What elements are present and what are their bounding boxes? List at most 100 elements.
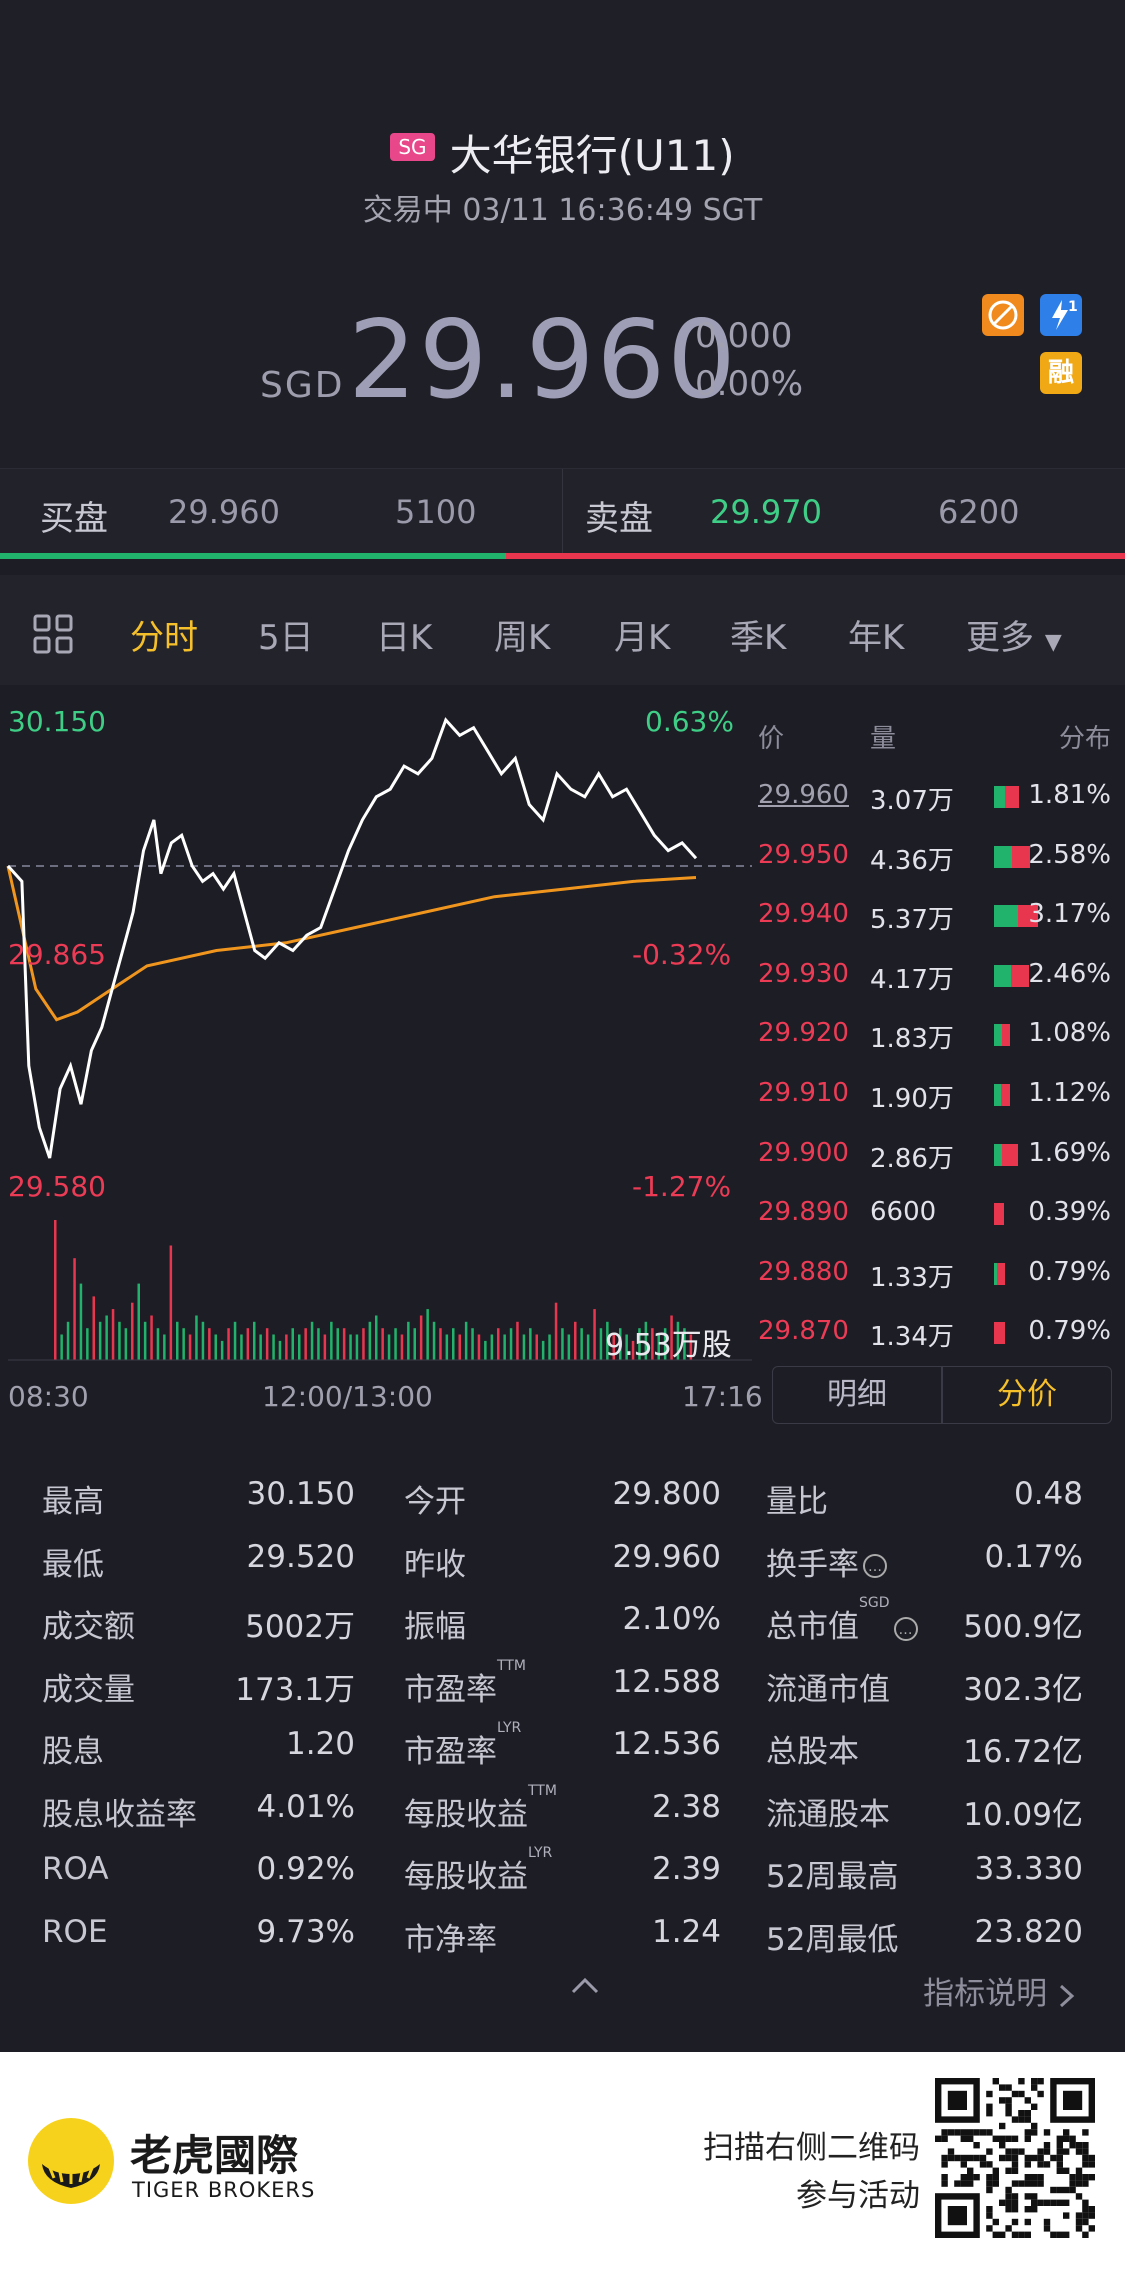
- stat-value: 2.10%: [622, 1601, 721, 1637]
- ob-percent: 2.46%: [1028, 958, 1111, 989]
- qr-module: [992, 2167, 999, 2174]
- volume-bar: [317, 1328, 320, 1360]
- price-toggle[interactable]: 分价: [942, 1366, 1112, 1424]
- tab-weekly[interactable]: 周K: [494, 618, 551, 658]
- volume-bar: [548, 1334, 551, 1360]
- qr-module: [1005, 2135, 1012, 2142]
- tab-more[interactable]: 更多 ▼: [966, 610, 1062, 659]
- qr-module: [986, 2180, 993, 2187]
- detail-toggle[interactable]: 明细: [772, 1366, 942, 1424]
- stat-label: 市净率: [404, 1914, 497, 1959]
- ob-price: 29.930: [758, 958, 849, 989]
- volume-bar: [631, 1340, 635, 1360]
- stat-label-text: ROE: [42, 1913, 108, 1950]
- qr-module: [1069, 2174, 1076, 2181]
- volume-bar: [310, 1321, 314, 1360]
- flash-trade-icon[interactable]: 1: [1040, 294, 1082, 336]
- volume-bar: [593, 1309, 596, 1360]
- volume-bars: [54, 1220, 693, 1360]
- qr-module: [1024, 2218, 1031, 2226]
- qr-module: [1082, 2212, 1089, 2219]
- volume-bar: [188, 1334, 192, 1360]
- ob-price: 29.950: [758, 839, 849, 870]
- chevron-up-icon[interactable]: [570, 1975, 600, 1999]
- price-line: [6, 717, 698, 1159]
- qr-module: [1031, 2206, 1038, 2213]
- title-row: SG 大华银行(U11): [0, 122, 1125, 183]
- qr-module: [1005, 2206, 1012, 2213]
- qr-module: [1043, 2142, 1051, 2149]
- no-short-icon[interactable]: [982, 294, 1024, 336]
- info-icon[interactable]: …: [893, 1616, 918, 1641]
- qr-module: [999, 2097, 1006, 2104]
- tab-daily[interactable]: 日K: [376, 618, 433, 658]
- qr-module: [1082, 2129, 1089, 2136]
- stat-label: 股息: [42, 1726, 104, 1771]
- ob-volume: 1.34万: [870, 1322, 954, 1353]
- stat-label-text: 市盈率: [404, 1671, 497, 1708]
- qr-module: [1056, 2148, 1063, 2155]
- volume-bar: [407, 1321, 410, 1360]
- tab-yearly[interactable]: 年K: [848, 618, 905, 658]
- ob-distribution-bar: [994, 964, 1029, 987]
- qr-module: [986, 2161, 993, 2168]
- stat-value: 33.330: [974, 1851, 1083, 1887]
- intraday-chart[interactable]: [0, 690, 760, 1370]
- tab-quarterly[interactable]: 季K: [730, 618, 787, 658]
- qr-module: [1069, 2135, 1076, 2142]
- volume-bar: [330, 1321, 333, 1360]
- qr-module: [967, 2167, 974, 2174]
- qr-module: [1043, 2218, 1051, 2226]
- qr-module: [1005, 2084, 1012, 2091]
- qr-module: [1018, 2180, 1025, 2187]
- bid-volume: 5100: [395, 493, 477, 531]
- stat-value: 29.520: [246, 1538, 355, 1575]
- volume-bar: [394, 1328, 397, 1360]
- qr-module: [1075, 2180, 1083, 2187]
- qr-module: [1056, 2231, 1063, 2238]
- stat-label-text: 市盈率: [404, 1734, 497, 1770]
- qr-module: [1088, 2154, 1095, 2162]
- volume-bar: [439, 1328, 442, 1360]
- stat-label: 振幅: [404, 1601, 466, 1646]
- volume-bar: [375, 1315, 378, 1360]
- qr-module: [1011, 2199, 1019, 2206]
- qr-module: [1005, 2154, 1012, 2162]
- ob-row: 29.940 5.37万 3.17%: [758, 899, 1125, 939]
- price-distribution: 价 量 分布 29.960 3.07万 1.81% 29.950 4.36万 2.58% 2…: [758, 700, 1125, 1353]
- bid-label: 买盘: [40, 499, 108, 539]
- qr-module: [1031, 2129, 1038, 2136]
- volume-bar: [298, 1334, 301, 1360]
- volume-bar: [304, 1328, 307, 1360]
- qr-module: [1031, 2174, 1038, 2181]
- volume-bar: [176, 1321, 179, 1360]
- volume-bar: [426, 1309, 429, 1360]
- qr-module: [992, 2231, 999, 2238]
- qr-module: [967, 2154, 974, 2162]
- volume-bar: [92, 1296, 95, 1360]
- volume-bar: [606, 1321, 609, 1360]
- qr-module: [1063, 2186, 1070, 2194]
- last-price: 29.960: [348, 298, 738, 423]
- qr-module: [999, 2199, 1006, 2206]
- indicator-explain-link[interactable]: 指标说明: [923, 1968, 1077, 2013]
- volume-bar: [66, 1321, 70, 1360]
- qr-module: [1063, 2212, 1070, 2219]
- qr-module: [960, 2135, 967, 2142]
- qr-module: [986, 2225, 993, 2232]
- stat-value: 30.150: [246, 1476, 355, 1512]
- volume-bar: [381, 1328, 384, 1360]
- grid-icon[interactable]: [32, 613, 74, 659]
- volume-bar: [619, 1328, 622, 1360]
- info-icon[interactable]: …: [863, 1554, 887, 1578]
- qr-module: [941, 2129, 948, 2136]
- tab-monthly[interactable]: 月K: [614, 618, 671, 658]
- volume-bar: [227, 1328, 230, 1360]
- tab-5day[interactable]: 5日: [258, 618, 314, 658]
- qr-module: [1005, 2225, 1012, 2232]
- stat-label-text: 流通股本: [766, 1796, 890, 1833]
- stat-label-text: 量比: [766, 1484, 828, 1520]
- volume-bar: [657, 1334, 660, 1360]
- tab-intraday[interactable]: 分时: [130, 618, 198, 658]
- margin-icon[interactable]: 融: [1040, 352, 1082, 394]
